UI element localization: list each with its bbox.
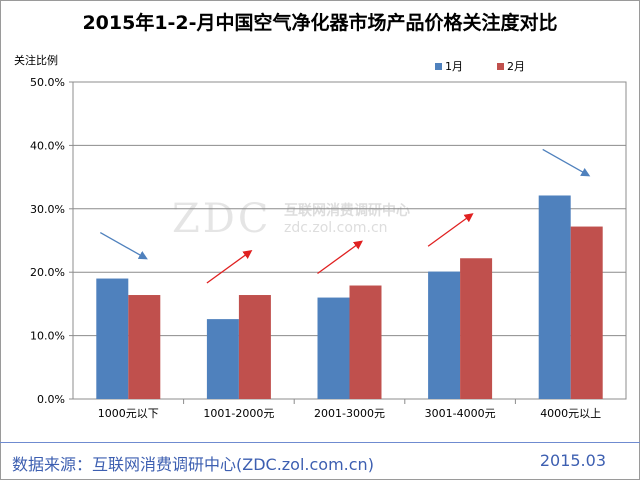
footer-source: 数据来源：互联网消费调研中心(ZDC.zol.com.cn) xyxy=(12,455,374,474)
footer-date: 2015.03 xyxy=(539,451,606,470)
y-tick-label: 0.0% xyxy=(37,393,65,406)
bar-1 xyxy=(538,195,571,399)
legend-swatch xyxy=(497,63,504,70)
legend-swatch xyxy=(435,63,442,70)
plot-area: 0.0% 10.0% 20.0% 30.0% 40.0% 50.0% 1000元以下 1001… xyxy=(30,60,627,420)
bar-1 xyxy=(96,278,129,399)
y-tick-label: 40.0% xyxy=(30,139,65,152)
y-tick-label: 50.0% xyxy=(30,76,65,89)
bar-2 xyxy=(128,295,161,399)
y-tick-label: 20.0% xyxy=(30,266,65,279)
trend-arrow-down xyxy=(542,148,591,177)
bar-2 xyxy=(238,295,271,399)
bar-2 xyxy=(570,226,603,399)
x-tick-label: 1001-2000元 xyxy=(203,407,274,420)
legend-label: 2月 xyxy=(507,60,525,73)
bar-2 xyxy=(349,285,382,399)
bar-1 xyxy=(428,271,461,399)
trend-arrow-up xyxy=(317,240,363,275)
bar-2 xyxy=(460,258,493,399)
x-tick-label: 1000元以下 xyxy=(98,407,159,420)
trend-arrow-down xyxy=(99,231,148,260)
x-tick-label: 4000元以上 xyxy=(540,407,601,420)
bar-1 xyxy=(206,319,239,399)
x-tick-label: 3001-4000元 xyxy=(425,407,496,420)
y-tick-label: 10.0% xyxy=(30,330,65,343)
footer-divider xyxy=(0,442,640,443)
legend-label: 1月 xyxy=(445,60,463,73)
chart-title: 2015年1-2-月中国空气净化器市场产品价格关注度对比 xyxy=(82,12,558,34)
trend-arrow-up xyxy=(206,249,253,284)
y-axis-label: 关注比例 xyxy=(14,54,58,67)
y-tick-label: 30.0% xyxy=(30,203,65,216)
bar-1 xyxy=(317,297,350,399)
trend-arrow-up xyxy=(427,213,474,247)
x-tick-label: 2001-3000元 xyxy=(314,407,385,420)
